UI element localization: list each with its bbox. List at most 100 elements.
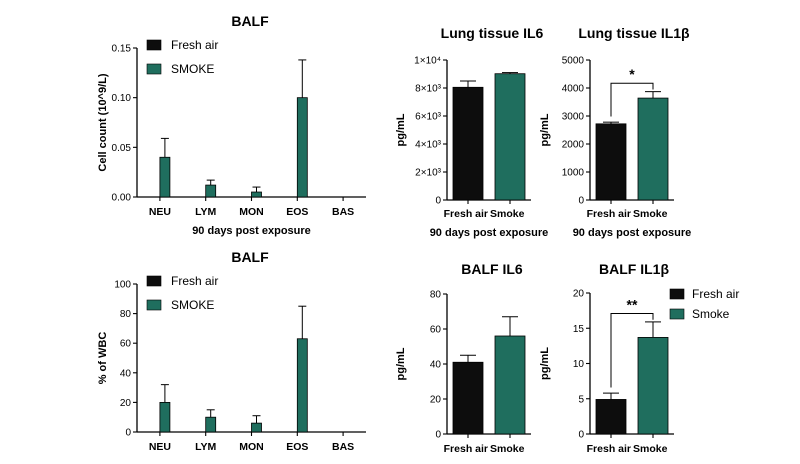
y-axis-label: pg/mL (539, 113, 551, 146)
chart-title: BALF (231, 249, 269, 265)
legend-label: SMOKE (171, 62, 214, 76)
x-tick-label: EOS (286, 206, 308, 218)
y-tick-label: 4000 (562, 84, 585, 95)
y-tick-label: 1000 (562, 168, 585, 179)
x-tick-label: LYM (195, 206, 216, 218)
chart-title: BALF (231, 13, 269, 29)
y-tick-label: 10 (573, 359, 585, 370)
y-axis-label: Cell count (10^9/L) (97, 73, 109, 171)
x-tick-label: NEU (149, 441, 171, 453)
x-axis-label: 90 days post exposure (573, 227, 692, 239)
y-tick-label: 4×10³ (415, 140, 442, 151)
chart-balf-pct: BALF 0 20 40 60 80 100 % of WBC NEU LYM MON EOS BAS F… (97, 249, 366, 453)
x-tick-label: Fresh air (444, 208, 488, 220)
bar-fresh-air (452, 86, 484, 201)
chart-title: Lung tissue IL1β (578, 25, 690, 41)
x-tick-label: Smoke (490, 208, 525, 220)
bar-smoke (637, 97, 669, 201)
legend-label: Fresh air (171, 274, 218, 288)
y-axis-label: pg/mL (395, 347, 407, 380)
bar-smoke (159, 401, 171, 433)
chart-title: Lung tissue IL6 (441, 25, 544, 41)
legend-swatch (146, 39, 162, 51)
y-tick-label: 0.10 (112, 93, 132, 104)
chart-title: BALF IL1β (599, 261, 669, 277)
y-axis-label: pg/mL (395, 113, 407, 146)
bar-smoke (296, 338, 308, 433)
x-tick-label: BAS (332, 206, 354, 218)
significance-bracket (610, 82, 654, 117)
x-tick-label: Fresh air (587, 208, 631, 220)
x-tick-label: Fresh air (444, 443, 488, 455)
bar-smoke (494, 73, 526, 201)
y-tick-label: 0 (435, 196, 441, 207)
significance-bracket (610, 312, 654, 388)
x-tick-label: Smoke (633, 443, 668, 455)
bar-smoke (251, 191, 262, 198)
bar-smoke (637, 337, 669, 435)
y-tick-label: 60 (430, 325, 442, 336)
y-tick-label: 2×10³ (415, 168, 442, 179)
x-tick-label: MON (239, 206, 264, 218)
y-axis-label: pg/mL (539, 347, 551, 380)
y-tick-label: 20 (430, 395, 442, 406)
y-tick-label: 3000 (562, 112, 585, 123)
y-tick-label: 20 (120, 398, 132, 409)
legend-label: Fresh air (692, 287, 739, 301)
chart-balf-count: BALF 0.00 0.05 0.10 0.15 Cell count (10^9/L) 9… (97, 13, 366, 237)
x-axis-label: 90 days post exposure (430, 227, 549, 239)
bar-smoke (159, 156, 171, 198)
chart-title: BALF IL6 (461, 261, 523, 277)
x-tick-label: Smoke (490, 443, 525, 455)
x-tick-label: NEU (149, 206, 171, 218)
y-tick-label: 80 (120, 309, 132, 320)
y-tick-label: 0 (578, 430, 584, 441)
y-tick-label: 15 (573, 324, 585, 335)
legend-swatch (146, 275, 162, 287)
x-tick-label: MON (239, 441, 264, 453)
y-tick-label: 0.00 (112, 193, 132, 204)
chart-balf-il6: BALF IL6 0 20 40 60 80 pg/mL Fresh air Smoke (395, 261, 531, 455)
y-tick-label: 5000 (562, 56, 585, 67)
y-tick-label: 5 (578, 394, 584, 405)
significance-marker: * (629, 66, 635, 82)
legend-label: Fresh air (171, 38, 218, 52)
x-tick-label: LYM (195, 441, 216, 453)
legend-swatch (146, 63, 162, 75)
x-tick-label: Smoke (633, 208, 668, 220)
y-tick-label: 0.15 (112, 44, 132, 55)
bar-smoke (494, 335, 526, 435)
bar-smoke (205, 416, 217, 433)
legend-label: Smoke (692, 307, 730, 321)
y-tick-label: 80 (430, 290, 442, 301)
chart-lung-il6: Lung tissue IL6 0 2×10³ 4×10³ 6×10³ 8×10³ 1×10… (395, 25, 548, 239)
y-tick-label: 8×10³ (415, 84, 442, 95)
y-tick-label: 100 (114, 280, 131, 291)
y-tick-label: 6×10³ (415, 112, 442, 123)
legend-label: SMOKE (171, 298, 214, 312)
y-tick-label: 40 (120, 368, 132, 379)
y-tick-label: 0.05 (112, 143, 132, 154)
bar-fresh-air (595, 123, 627, 201)
x-tick-label: EOS (286, 441, 308, 453)
x-axis-label: 90 days post exposure (192, 225, 311, 237)
bar-smoke (296, 97, 308, 198)
bar-smoke (205, 184, 217, 198)
y-tick-label: 0 (578, 196, 584, 207)
legend-swatch (669, 288, 685, 300)
legend-swatch (669, 308, 685, 320)
bar-fresh-air (452, 361, 484, 435)
y-tick-label: 60 (120, 339, 132, 350)
x-tick-label: Fresh air (587, 443, 631, 455)
y-tick-label: 1×10⁴ (414, 56, 441, 67)
y-tick-label: 40 (430, 360, 442, 371)
significance-marker: ** (627, 296, 638, 312)
bar-fresh-air (595, 399, 627, 435)
x-tick-label: BAS (332, 441, 354, 453)
y-axis-label: % of WBC (97, 332, 109, 385)
bar-smoke (251, 422, 262, 433)
chart-lung-il1b: Lung tissue IL1β 0 1000 2000 3000 4000 5000 pg/… (539, 25, 691, 239)
y-tick-label: 20 (573, 289, 585, 300)
